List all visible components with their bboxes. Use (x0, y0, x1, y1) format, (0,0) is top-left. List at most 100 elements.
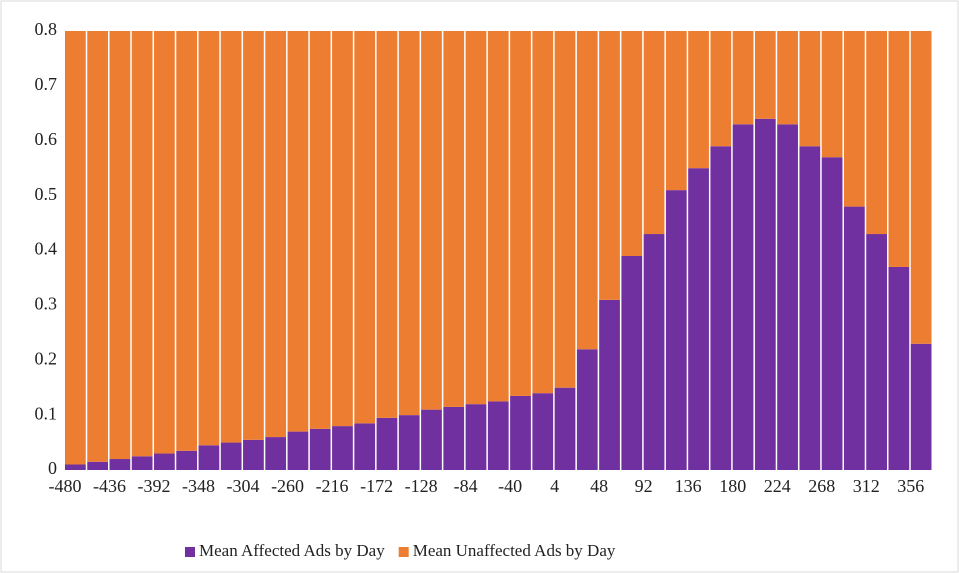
bar-segment (576, 31, 598, 350)
bar-segment (198, 31, 220, 446)
bar-segment (866, 31, 887, 235)
legend-label: Mean Unaffected Ads by Day (413, 541, 616, 560)
bar-segment (398, 415, 420, 470)
bar-segment (220, 442, 242, 470)
legend-swatch (398, 547, 409, 557)
y-tick-label: 0.3 (35, 294, 58, 314)
bar-segment (888, 31, 910, 267)
bar-segment (220, 31, 242, 443)
bar-segment (665, 31, 687, 191)
bar-segment (643, 31, 665, 235)
bar-segment (265, 437, 287, 470)
x-tick-label: -348 (182, 476, 215, 496)
bar-segment (265, 31, 287, 438)
x-tick-label: 4 (550, 476, 559, 496)
bar-segment (710, 31, 732, 147)
y-tick-label: 0.1 (35, 403, 58, 423)
bar-segment (688, 168, 709, 470)
bar-segment (487, 401, 509, 470)
bar-segment (554, 31, 576, 388)
legend-swatch (185, 547, 195, 557)
y-tick-label: 0.7 (35, 74, 58, 94)
bar-segment (376, 31, 398, 418)
bar-segment (65, 31, 86, 465)
x-tick-label: -436 (93, 476, 126, 496)
bar-segment (799, 146, 821, 471)
bar-segment (443, 31, 465, 407)
x-tick-label: -392 (138, 476, 171, 496)
bar-segment (821, 31, 843, 158)
x-tick-label: -172 (360, 476, 393, 496)
y-tick-label: 0.6 (35, 129, 58, 149)
bar-segment (354, 423, 376, 470)
y-tick-label: 0 (48, 458, 57, 478)
x-tick-label: 312 (853, 476, 880, 496)
bar-segment (243, 31, 264, 440)
legend-label: Mean Affected Ads by Day (199, 541, 385, 560)
bar-segment (465, 31, 487, 405)
bar-segment (421, 409, 442, 470)
x-tick-label: -84 (454, 476, 478, 496)
y-tick-label: 0.5 (35, 184, 58, 204)
x-tick-label: 136 (675, 476, 702, 496)
bar-segment (710, 146, 732, 471)
bar-segment (332, 426, 353, 470)
bar-segment (732, 124, 754, 470)
x-tick-label: 356 (897, 476, 924, 496)
bar-segment (554, 387, 576, 470)
bar-segment (665, 190, 687, 470)
bar-segment (87, 461, 109, 470)
bar-segment (398, 31, 420, 416)
bar-segment (87, 31, 109, 462)
bar-segment (532, 393, 554, 470)
bar-segment (109, 31, 131, 460)
bar-segment (65, 464, 86, 470)
bar-segment (621, 31, 643, 256)
bar-segment (309, 31, 331, 429)
bar-segment (576, 349, 598, 470)
bar-segment (487, 31, 509, 402)
bar-segment (599, 31, 620, 300)
x-tick-label: 48 (590, 476, 608, 496)
bar-segment (243, 439, 264, 470)
bar-segment (910, 31, 932, 344)
bar-segment (376, 417, 398, 470)
bar-segment (154, 453, 175, 470)
bar-segment (287, 31, 309, 432)
x-tick-label: 268 (808, 476, 835, 496)
bar-segment (843, 206, 865, 470)
bar-segment (821, 157, 843, 470)
bar-segment (131, 31, 153, 457)
y-tick-label: 0.2 (35, 348, 58, 368)
x-tick-label: -480 (49, 476, 82, 496)
bar-segment (154, 31, 175, 454)
bar-segment (176, 450, 198, 470)
bar-segment (754, 118, 776, 471)
y-tick-label: 0.8 (35, 19, 58, 39)
bar-segment (777, 31, 798, 125)
bar-segment (198, 445, 220, 470)
bar-segment (176, 31, 198, 451)
bar-segment (843, 31, 865, 207)
x-tick-label: 180 (719, 476, 746, 496)
bar-segment (754, 31, 776, 119)
bar-segment (799, 31, 821, 147)
bar-segment (332, 31, 353, 427)
x-tick-label: -260 (271, 476, 304, 496)
x-tick-label: -128 (405, 476, 438, 496)
bar-segment (888, 266, 910, 470)
bar-segment (354, 31, 376, 424)
bar-segment (131, 456, 153, 470)
bar-segment (510, 395, 531, 470)
x-tick-label: -40 (498, 476, 522, 496)
bar-segment (421, 31, 442, 410)
bar-segment (109, 459, 131, 470)
bar-segment (688, 31, 709, 169)
y-tick-label: 0.4 (35, 239, 58, 259)
bar-segment (777, 124, 798, 470)
bar-segment (599, 299, 620, 470)
x-tick-label: -216 (316, 476, 349, 496)
bar-segment (866, 234, 887, 470)
bar-segment (643, 234, 665, 470)
